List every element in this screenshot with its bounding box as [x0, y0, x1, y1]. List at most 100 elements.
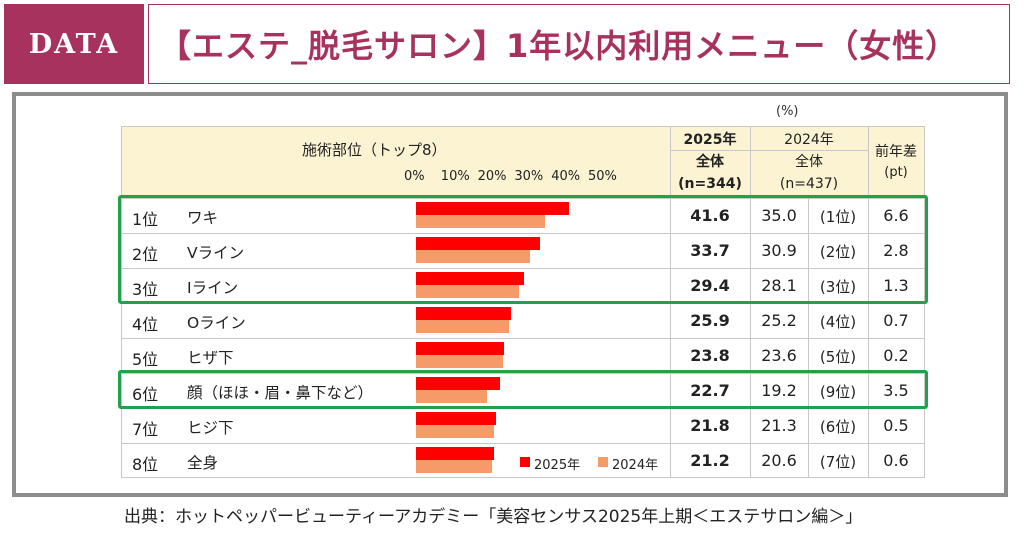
source-note: 出典：ホットペッパービューティーアカデミー「美容センサス2025年上期＜エステサ… [124, 507, 863, 527]
x-tick-label: 40% [551, 169, 581, 184]
bar-2024 [416, 285, 520, 298]
bar-2024 [416, 320, 509, 333]
value-2024: 28.1 [761, 276, 797, 295]
bar-2025 [416, 412, 497, 425]
value-2025: 33.7 [690, 241, 730, 260]
legend-label: 2025年 [534, 458, 581, 473]
row-divider [122, 233, 924, 234]
item-header: 施術部位（トップ8） [302, 141, 447, 159]
value-2025: 41.6 [690, 206, 730, 225]
bar-2024 [416, 355, 503, 368]
row-divider [122, 443, 924, 444]
legend-swatch [598, 457, 608, 467]
row-divider [122, 338, 924, 339]
rank-2024: (5位) [819, 348, 857, 366]
col-divider [808, 198, 809, 477]
value-2025: 29.4 [690, 276, 730, 295]
table-header-bg [122, 127, 924, 198]
data-badge: DATA [4, 4, 144, 84]
diff-value: 6.6 [883, 206, 909, 225]
highlight-box [118, 370, 928, 409]
diff-value: 3.5 [883, 381, 909, 400]
rank-2024: (4位) [819, 313, 857, 331]
x-tick-label: 50% [588, 169, 617, 184]
col-2024-n: (n=437) [779, 176, 839, 192]
rank-label: 5位 [132, 350, 159, 369]
item-label: Vライン [187, 244, 245, 262]
value-2024: 23.6 [761, 346, 797, 365]
page-title: 【エステ_脱毛サロン】1年以内利用メニュー（女性） [148, 4, 1010, 84]
value-2024: 20.6 [761, 451, 797, 470]
bar-2025 [416, 202, 570, 215]
col-2025-sub: 全体 [696, 154, 724, 170]
ranking-table: 施術部位（トップ8） 2025年 全体 (n=344) 2024年 全体 (n=… [121, 126, 925, 478]
value-2025: 21.2 [690, 451, 730, 470]
value-2024: 30.9 [761, 241, 797, 260]
rank-2024: (1位) [819, 208, 857, 226]
diff-value: 2.8 [883, 241, 909, 260]
value-2025: 25.9 [690, 311, 730, 330]
item-label: Oライン [187, 314, 246, 332]
diff-unit: (pt) [884, 165, 908, 180]
diff-value: 0.6 [883, 451, 909, 470]
rank-2024: (2位) [819, 243, 857, 261]
item-label: ヒジ下 [187, 419, 234, 437]
x-tick-label: 0% [404, 169, 425, 184]
rank-2024: (3位) [819, 278, 857, 296]
bar-2025 [416, 307, 512, 320]
rank-2024: (7位) [819, 453, 857, 471]
row-divider [670, 150, 868, 151]
x-tick-label: 10% [440, 169, 470, 184]
bar-2025 [416, 237, 541, 250]
bar-2024 [416, 425, 495, 438]
row-divider [122, 198, 924, 199]
rank-label: 7位 [132, 420, 159, 439]
x-tick-label: 20% [477, 169, 507, 184]
value-2025: 21.8 [690, 416, 730, 435]
value-2025: 23.8 [690, 346, 730, 365]
bar-2025 [416, 377, 500, 390]
rank-2024: (9位) [819, 383, 857, 401]
bar-2025 [416, 272, 525, 285]
value-2024: 35.0 [761, 206, 797, 225]
value-2025: 22.7 [690, 381, 730, 400]
unit-label: (%) [776, 104, 799, 119]
rank-label: 1位 [132, 210, 159, 229]
legend-swatch [520, 457, 530, 467]
chart-frame [12, 92, 1008, 497]
bar-2025 [416, 342, 504, 355]
bar-2025 [416, 447, 495, 460]
bar-2024 [416, 460, 492, 473]
highlight-box [118, 195, 928, 304]
row-divider [122, 373, 924, 374]
col-2024-year: 2024年 [784, 132, 834, 148]
value-2024: 19.2 [761, 381, 797, 400]
item-label: ワキ [187, 209, 219, 227]
value-2024: 25.2 [761, 311, 797, 330]
diff-value: 0.2 [883, 346, 909, 365]
bar-2024 [416, 215, 545, 228]
diff-value: 0.5 [883, 416, 909, 435]
rank-2024: (6位) [819, 418, 857, 436]
rank-label: 6位 [132, 385, 159, 404]
bar-2024 [416, 390, 487, 403]
x-tick-label: 30% [514, 169, 544, 184]
legend-label: 2024年 [612, 458, 659, 473]
row-divider [122, 268, 924, 269]
diff-header: 前年差 [875, 144, 917, 160]
bar-2024 [416, 250, 530, 263]
item-label: 全身 [187, 454, 219, 472]
col-2025-n: (n=344) [678, 176, 742, 192]
diff-value: 1.3 [883, 276, 909, 295]
rank-label: 3位 [132, 280, 159, 299]
rank-label: 8位 [132, 455, 159, 474]
item-label: ヒザ下 [187, 349, 234, 367]
item-label: 顔（ほほ・眉・鼻下など） [187, 384, 374, 402]
rank-label: 2位 [132, 245, 159, 264]
col-2024-sub: 全体 [795, 154, 823, 170]
item-label: Iライン [187, 279, 239, 297]
diff-value: 0.7 [883, 311, 909, 330]
col-2025-year: 2025年 [683, 132, 737, 148]
rank-label: 4位 [132, 315, 159, 334]
value-2024: 21.3 [761, 416, 797, 435]
